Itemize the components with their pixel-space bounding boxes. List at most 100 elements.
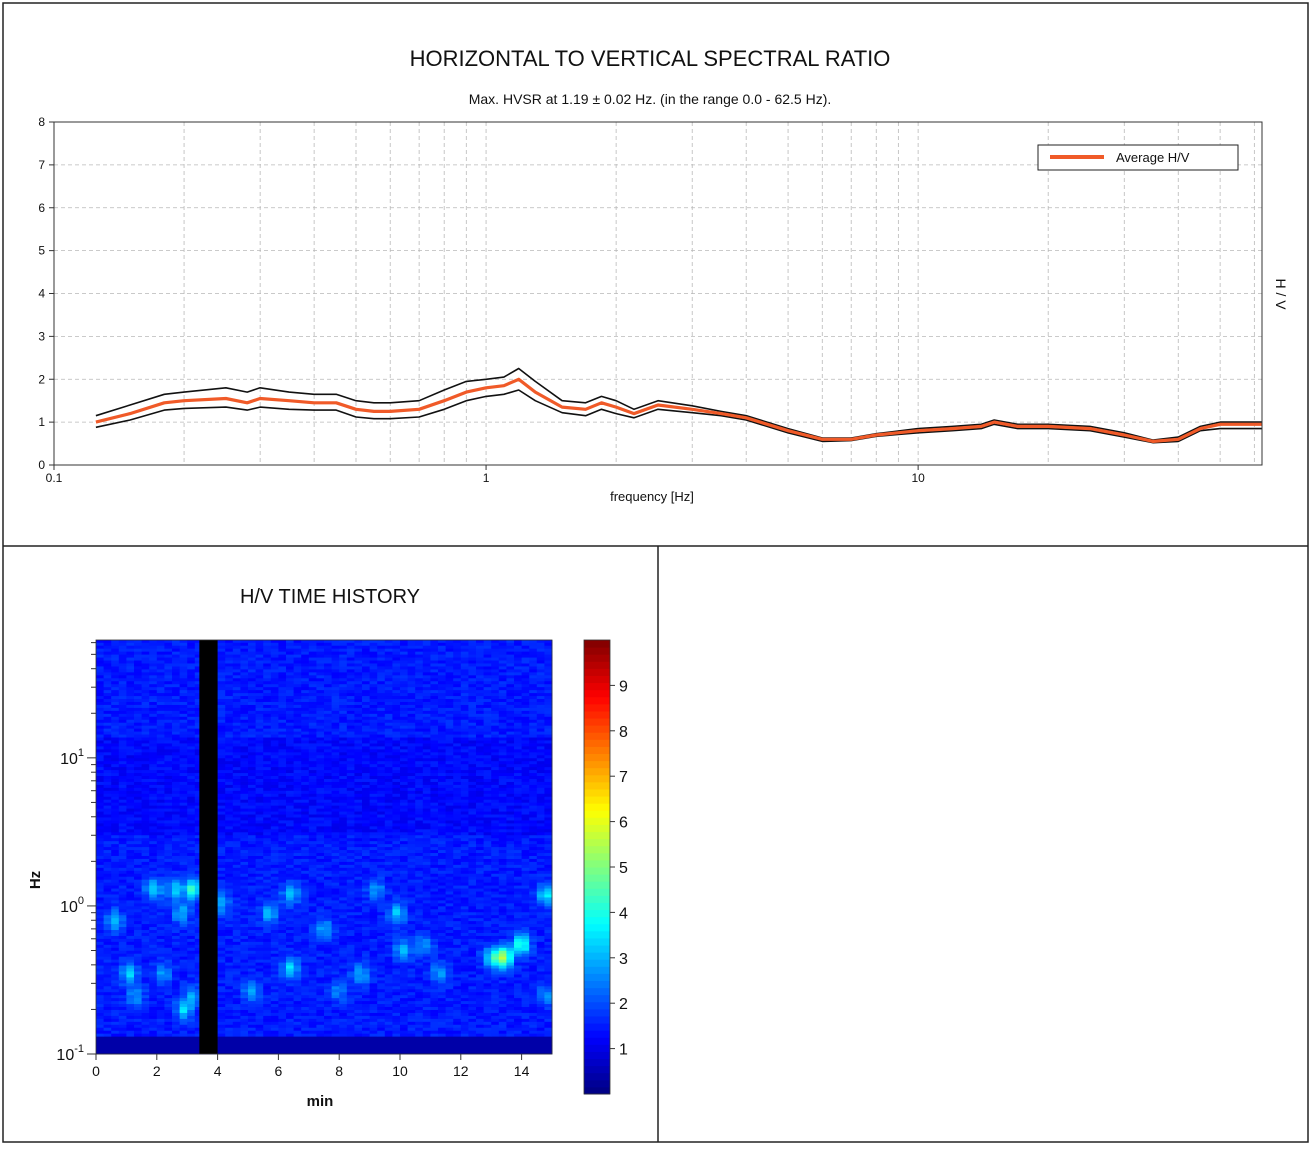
heatmap-cell [157,1030,165,1033]
heatmap-cell [301,927,309,930]
heatmap-cell [225,891,233,894]
heatmap-cell [354,817,362,820]
heatmap-cell [415,870,423,873]
heatmap-cell [453,862,461,865]
heatmap-cell [453,941,461,944]
heatmap-cell [377,862,385,865]
heatmap-cell [324,888,332,891]
heatmap-cell [309,1036,317,1039]
heatmap-cell [461,947,469,950]
heatmap-cell [316,968,324,971]
heatmap-cell [476,1001,484,1004]
heatmap-cell [149,965,157,968]
heatmap-cell [461,968,469,971]
heatmap-cell [218,1030,226,1033]
heatmap-cell [240,891,248,894]
heatmap-cell [256,873,264,876]
heatmap-cell [423,847,431,850]
heatmap-cell [415,1033,423,1036]
heatmap-cell [408,888,416,891]
heatmap-cell [286,944,294,947]
heatmap-cell [529,974,537,977]
heatmap-cell [218,1010,226,1013]
heatmap-cell [408,936,416,939]
heatmap-cell [332,909,340,912]
heatmap-cell [499,841,507,844]
heatmap-cell [111,956,119,959]
heatmap-cell [332,1016,340,1019]
heatmap-cell [522,873,530,876]
heatmap-cell [218,873,226,876]
heatmap-cell [446,859,454,862]
heatmap-cell [164,1024,172,1027]
heatmap-cell [142,873,150,876]
heatmap-cell [180,867,188,870]
heatmap-cell [187,859,195,862]
heatmap-cell [385,992,393,995]
heatmap-cell [301,924,309,927]
heatmap-cell [172,814,180,817]
heatmap-cell [172,915,180,918]
heatmap-cell [499,888,507,891]
heatmap-cell [522,903,530,906]
heatmap-cell [104,939,112,942]
heatmap-cell [157,962,165,965]
heatmap-cell [172,1021,180,1024]
heatmap-cell [438,1048,446,1051]
heatmap-cell [301,870,309,873]
heatmap-cell [309,879,317,882]
heatmap-cell [461,912,469,915]
heatmap-cell [218,847,226,850]
heatmap-cell [225,989,233,992]
heatmap-cell [111,953,119,956]
heatmap-cell [484,1045,492,1048]
heatmap-cell [294,850,302,853]
heatmap-cell [126,867,134,870]
heatmap-cell [453,900,461,903]
heatmap-cell [180,1042,188,1045]
heatmap-cell [415,832,423,835]
heatmap-cell [294,864,302,867]
heatmap-cell [172,950,180,953]
heatmap-cell [119,968,127,971]
heatmap-cell [164,859,172,862]
heatmap-cell [362,998,370,1001]
heatmap-cell [286,1018,294,1021]
heatmap-cell [430,850,438,853]
heatmap-cell [522,950,530,953]
heatmap-cell [491,832,499,835]
heatmap-cell [271,859,279,862]
heatmap-cell [263,936,271,939]
heatmap-cell [96,1004,104,1007]
heatmap-cell [385,989,393,992]
heatmap-cell [111,844,119,847]
heatmap-cell [278,1016,286,1019]
heatmap-cell [476,930,484,933]
heatmap-cell [522,841,530,844]
heatmap-cell [240,906,248,909]
heatmap-cell [256,894,264,897]
heatmap-cell [294,1010,302,1013]
heatmap-cell [142,906,150,909]
heatmap-cell [286,817,294,820]
heatmap-cell [408,968,416,971]
heatmap-cell [149,995,157,998]
heatmap-cell [446,995,454,998]
heatmap-cell [324,829,332,832]
heatmap-cell [248,903,256,906]
heatmap-cell [142,1036,150,1039]
heatmap-cell [415,856,423,859]
heatmap-cell [491,835,499,838]
heatmap-cell [233,882,241,885]
heatmap-cell [453,873,461,876]
heatmap-cell [544,1016,552,1019]
heatmap-cell [96,983,104,986]
heatmap-cell [134,870,142,873]
heatmap-cell [537,894,545,897]
heatmap-cell [468,885,476,888]
heatmap-cell [157,832,165,835]
heatmap-cell [142,888,150,891]
heatmap-cell [332,1007,340,1010]
heatmap-cell [332,1024,340,1027]
heatmap-cell [96,1030,104,1033]
